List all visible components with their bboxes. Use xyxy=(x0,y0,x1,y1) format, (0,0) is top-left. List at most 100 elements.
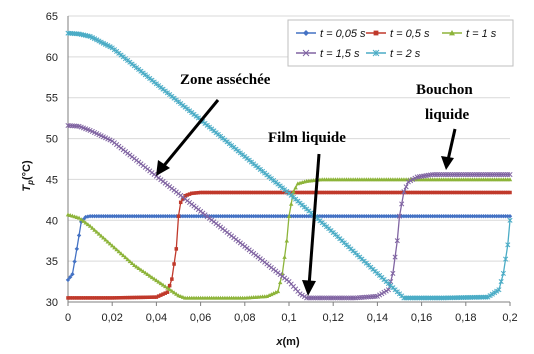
series-point xyxy=(434,214,440,219)
series-point xyxy=(394,238,400,244)
series-point xyxy=(85,222,91,227)
series-point xyxy=(79,217,84,222)
series-point xyxy=(315,295,321,301)
series-point xyxy=(185,193,190,197)
series-point xyxy=(114,247,119,252)
series-point xyxy=(503,190,508,195)
series-point xyxy=(339,214,345,219)
series-point xyxy=(276,190,280,195)
series-point xyxy=(86,296,90,300)
series-point xyxy=(79,296,84,300)
series-point xyxy=(414,214,420,219)
series-point xyxy=(114,296,119,300)
series-point xyxy=(271,214,276,219)
series-point xyxy=(412,214,418,219)
legend-marker xyxy=(372,49,380,57)
series-point xyxy=(99,296,103,300)
series-point xyxy=(388,214,393,219)
series-point xyxy=(236,190,240,195)
series-point xyxy=(308,295,314,301)
series-3 xyxy=(65,122,513,301)
series-point xyxy=(300,190,305,195)
series-point xyxy=(151,276,157,281)
series-point xyxy=(306,295,312,301)
series-point xyxy=(96,214,102,219)
series-point xyxy=(415,190,419,195)
series-point xyxy=(129,214,135,219)
series-point xyxy=(494,214,499,219)
series-point xyxy=(98,233,104,238)
series-point xyxy=(286,214,292,218)
series-point xyxy=(487,171,493,178)
series-point xyxy=(450,214,455,219)
series-point xyxy=(364,190,369,195)
series-point xyxy=(191,214,197,219)
y-axis-title-main: T xyxy=(21,184,33,192)
series-point xyxy=(386,190,391,195)
series-point xyxy=(322,214,327,219)
series-point xyxy=(107,241,113,246)
series-point xyxy=(438,295,445,301)
series-point xyxy=(480,171,487,178)
series-point xyxy=(490,190,495,195)
annotation-film-liquide: Film liquide xyxy=(268,130,346,146)
series-point xyxy=(342,214,347,219)
series-point xyxy=(410,214,415,219)
series-point xyxy=(213,214,219,219)
series-point xyxy=(145,295,150,300)
series-point xyxy=(187,192,192,196)
series-point xyxy=(324,214,329,219)
series-point xyxy=(481,190,486,195)
y-axis-title-sub: p xyxy=(26,180,35,186)
series-point xyxy=(132,263,137,267)
annotation-zone-assechee-arrowhead xyxy=(156,160,170,176)
series-point xyxy=(81,296,86,300)
series-point xyxy=(94,229,99,234)
series-point xyxy=(167,287,172,292)
series-point xyxy=(459,214,464,219)
series-point xyxy=(324,295,330,301)
series-point xyxy=(295,214,301,219)
series-point xyxy=(395,190,400,195)
series-point xyxy=(150,295,154,299)
series-point xyxy=(308,214,314,219)
legend-marker xyxy=(373,30,379,36)
annotation-bouchon-liquide-line1: Bouchon xyxy=(416,82,473,98)
series-point xyxy=(432,171,438,178)
series-point xyxy=(452,214,457,219)
series-point xyxy=(251,190,256,195)
series-point xyxy=(406,214,411,219)
series-point xyxy=(421,295,427,301)
series-point xyxy=(441,171,447,178)
series-point xyxy=(503,256,509,262)
series-point xyxy=(273,190,278,195)
series-point xyxy=(393,190,397,195)
series-point xyxy=(328,295,334,301)
y-tick-label: 65 xyxy=(46,11,58,23)
series-point xyxy=(132,295,137,300)
series-point xyxy=(344,190,349,195)
series-point xyxy=(426,190,430,195)
series-point xyxy=(335,190,340,195)
series-point xyxy=(269,214,274,219)
series-point xyxy=(483,190,488,195)
series-point xyxy=(507,177,513,182)
series-point xyxy=(101,214,106,219)
series-point xyxy=(92,227,97,232)
series-point xyxy=(501,214,506,219)
series-point xyxy=(196,214,201,219)
series-point xyxy=(282,254,287,259)
series-point xyxy=(401,214,407,219)
series-point xyxy=(112,214,117,219)
series-point xyxy=(145,214,150,219)
series-point xyxy=(423,295,429,301)
series-point xyxy=(200,214,206,219)
x-tick-label: 0,04 xyxy=(146,312,167,324)
series-point xyxy=(508,190,512,195)
series-point xyxy=(262,190,267,195)
series-point xyxy=(143,295,148,300)
y-tick-label: 50 xyxy=(46,134,58,146)
series-point xyxy=(443,214,449,219)
series-point xyxy=(258,214,263,219)
series-point xyxy=(110,214,115,219)
